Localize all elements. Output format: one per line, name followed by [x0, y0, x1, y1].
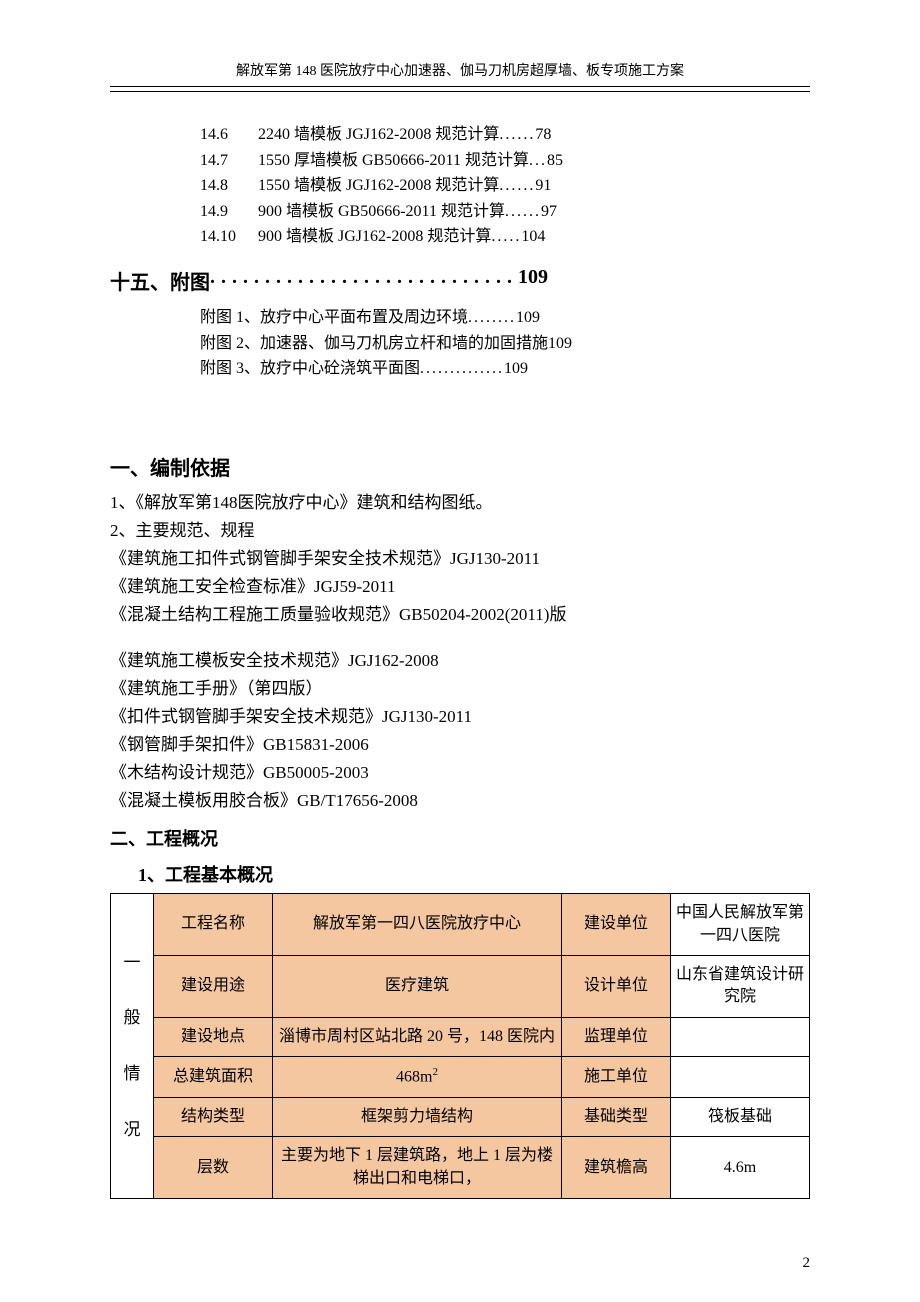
table-cell-label: 建设用途	[154, 956, 273, 1018]
toc-item-number: 14.8	[200, 173, 258, 199]
toc-item-dots: ..............	[420, 356, 504, 382]
table-cell-value: 主要为地下 1 层建筑路，地上 1 层为楼梯出口和电梯口，	[273, 1137, 562, 1199]
page-header: 解放军第 148 医院放疗中心加速器、伽马刀机房超厚墙、板专项施工方案	[110, 60, 810, 87]
table-row-header: 一般情况	[111, 894, 154, 1199]
toc-item: 14.62240 墙模板 JGJ162-2008 规范计算......78	[200, 122, 810, 148]
toc-item-page: 91	[535, 173, 551, 199]
toc-item-text: 1550 厚墙模板 GB50666-2011 规范计算	[258, 148, 529, 174]
toc-item-page: 85	[547, 148, 563, 174]
section-2-subheading: 1、工程基本概况	[138, 861, 810, 887]
project-info-table: 一般情况工程名称解放军第一四八医院放疗中心建设单位中国人民解放军第一四八医院建设…	[110, 893, 810, 1199]
body-text-line: 《建筑施工安全检查标准》JGJ59-2011	[110, 573, 810, 601]
table-row: 结构类型框架剪力墙结构基础类型筏板基础	[111, 1097, 810, 1136]
toc-section-15: 十五、附图 ............................ 109	[110, 266, 810, 295]
page-number: 2	[803, 1255, 811, 1272]
toc-item-page: 78	[535, 122, 551, 148]
section-1-heading: 一、编制依据	[110, 452, 810, 481]
toc-item-page: 109	[548, 331, 572, 357]
toc-item-page: 104	[521, 224, 545, 250]
toc-item-number: 14.7	[200, 148, 258, 174]
toc-item: 14.9900 墙模板 GB50666-2011 规范计算......97	[200, 199, 810, 225]
toc-item-number: 14.9	[200, 199, 258, 225]
table-cell-label: 监理单位	[562, 1017, 671, 1056]
toc-item-page: 97	[541, 199, 557, 225]
toc-item-text: 900 墙模板 GB50666-2011 规范计算	[258, 199, 505, 225]
table-cell-label: 工程名称	[154, 894, 273, 956]
table-row: 总建筑面积468m2施工单位	[111, 1057, 810, 1098]
table-cell-value: 医疗建筑	[273, 956, 562, 1018]
toc-section-page: 109	[518, 266, 548, 295]
table-row: 一般情况工程名称解放军第一四八医院放疗中心建设单位中国人民解放军第一四八医院	[111, 894, 810, 956]
table-cell-value: 山东省建筑设计研究院	[671, 956, 810, 1018]
toc-item-text: 附图 2、加速器、伽马刀机房立杆和墙的加固措施	[200, 331, 548, 357]
section-2-heading: 二、工程概况	[110, 825, 810, 851]
table-cell-value	[671, 1017, 810, 1056]
table-cell-label: 总建筑面积	[154, 1057, 273, 1098]
body-text-line: 《建筑施工模板安全技术规范》JGJ162-2008	[110, 647, 810, 675]
header-underline	[110, 91, 810, 92]
table-cell-label: 层数	[154, 1137, 273, 1199]
table-cell-value	[671, 1057, 810, 1098]
body-text-line: 《混凝土结构工程施工质量验收规范》GB50204-2002(2011)版	[110, 601, 810, 629]
toc-item-text: 900 墙模板 JGJ162-2008 规范计算	[258, 224, 491, 250]
toc-item-text: 2240 墙模板 JGJ162-2008 规范计算	[258, 122, 499, 148]
table-cell-value: 淄博市周村区站北路 20 号，148 医院内	[273, 1017, 562, 1056]
toc-item: 14.81550 墙模板 JGJ162-2008 规范计算......91	[200, 173, 810, 199]
table-row: 建设地点淄博市周村区站北路 20 号，148 医院内监理单位	[111, 1017, 810, 1056]
table-cell-label: 建设地点	[154, 1017, 273, 1056]
body-text-line: 1、《解放军第148医院放疗中心》建筑和结构图纸。	[110, 489, 810, 517]
body-text-line: 《扣件式钢管脚手架安全技术规范》JGJ130-2011	[110, 703, 810, 731]
toc-section-label: 十五、附图	[110, 266, 210, 295]
toc-item-text: 1550 墙模板 JGJ162-2008 规范计算	[258, 173, 499, 199]
toc-item: 附图 3、放疗中心砼浇筑平面图..............109	[200, 356, 810, 382]
table-cell-label: 基础类型	[562, 1097, 671, 1136]
toc-item-dots: ......	[499, 122, 535, 148]
toc-item: 附图 1、放疗中心平面布置及周边环境........109	[200, 305, 810, 331]
toc-item-dots: .....	[491, 224, 521, 250]
body-text-line: 《钢管脚手架扣件》GB15831-2006	[110, 731, 810, 759]
toc-sub-list: 14.62240 墙模板 JGJ162-2008 规范计算......7814.…	[200, 122, 810, 250]
table-cell-value: 中国人民解放军第一四八医院	[671, 894, 810, 956]
table-cell-label: 结构类型	[154, 1097, 273, 1136]
toc-item-number: 14.6	[200, 122, 258, 148]
table-cell-label: 建设单位	[562, 894, 671, 956]
table-cell-label: 施工单位	[562, 1057, 671, 1098]
toc-item-text: 附图 3、放疗中心砼浇筑平面图	[200, 356, 420, 382]
toc-item-dots: ......	[505, 199, 541, 225]
toc-item-page: 109	[504, 356, 528, 382]
table-cell-label: 建筑檐高	[562, 1137, 671, 1199]
toc-item-dots: ......	[499, 173, 535, 199]
body-text-line: 《建筑施工手册》（第四版）	[110, 675, 810, 703]
toc-item-dots: ........	[468, 305, 516, 331]
table-row: 建设用途医疗建筑设计单位山东省建筑设计研究院	[111, 956, 810, 1018]
body-text-line: 《建筑施工扣件式钢管脚手架安全技术规范》JGJ130-2011	[110, 545, 810, 573]
toc-item: 14.71550 厚墙模板 GB50666-2011 规范计算...85	[200, 148, 810, 174]
table-row: 层数主要为地下 1 层建筑路，地上 1 层为楼梯出口和电梯口，建筑檐高4.6m	[111, 1137, 810, 1199]
toc-item-page: 109	[516, 305, 540, 331]
body-text-line: 《木结构设计规范》GB50005-2003	[110, 759, 810, 787]
section-1-body: 1、《解放军第148医院放疗中心》建筑和结构图纸。2、主要规范、规程《建筑施工扣…	[110, 489, 810, 816]
body-text-line: 《混凝土模板用胶合板》GB/T17656-2008	[110, 787, 810, 815]
table-cell-value: 框架剪力墙结构	[273, 1097, 562, 1136]
table-cell-value: 筏板基础	[671, 1097, 810, 1136]
toc-item-text: 附图 1、放疗中心平面布置及周边环境	[200, 305, 468, 331]
table-cell-value: 解放军第一四八医院放疗中心	[273, 894, 562, 956]
table-cell-value: 468m2	[273, 1057, 562, 1098]
toc-sub-list-2: 附图 1、放疗中心平面布置及周边环境........109附图 2、加速器、伽马…	[200, 305, 810, 382]
table-cell-label: 设计单位	[562, 956, 671, 1018]
body-text-line	[110, 629, 810, 647]
body-text-line: 2、主要规范、规程	[110, 517, 810, 545]
toc-item: 附图 2、加速器、伽马刀机房立杆和墙的加固措施109	[200, 331, 810, 357]
toc-item-dots: ...	[529, 148, 547, 174]
document-page: 解放军第 148 医院放疗中心加速器、伽马刀机房超厚墙、板专项施工方案 14.6…	[0, 0, 920, 1302]
table-cell-value: 4.6m	[671, 1137, 810, 1199]
toc-item: 14.10900 墙模板 JGJ162-2008 规范计算.....104	[200, 224, 810, 250]
toc-item-number: 14.10	[200, 224, 258, 250]
toc-section-dots: ............................	[210, 266, 518, 295]
